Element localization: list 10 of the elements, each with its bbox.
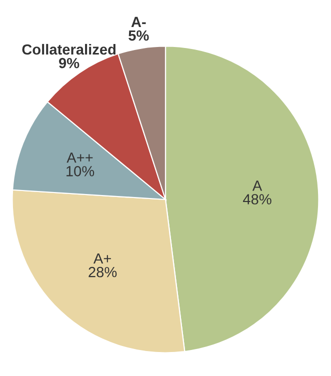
data-label: 48% xyxy=(243,194,272,204)
slice-label: A++ xyxy=(66,152,93,163)
data-label: 9% xyxy=(58,58,80,68)
data-label: 10% xyxy=(66,166,94,176)
data-label: 28% xyxy=(88,266,117,278)
data-label: 5% xyxy=(128,30,149,41)
slice-label: Collateralized xyxy=(22,44,116,55)
slice-label: A- xyxy=(131,16,146,27)
slice-label: A+ xyxy=(93,253,111,264)
slice-label: A xyxy=(252,180,262,191)
